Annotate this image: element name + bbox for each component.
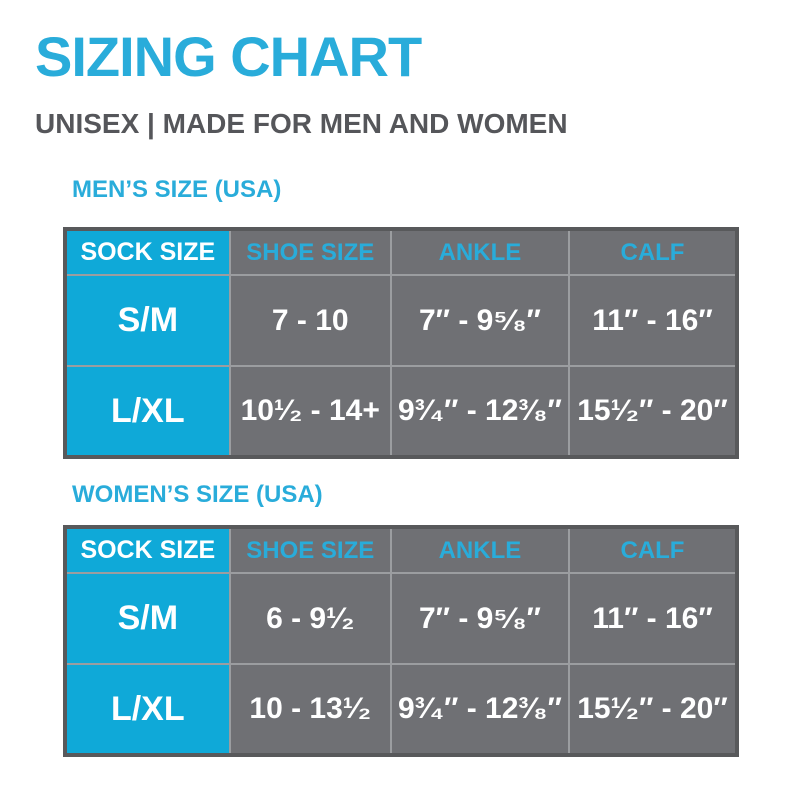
shoe-size-cell: 10¹⁄₂ - 14+ — [228, 365, 392, 458]
ankle-cell: 9³⁄₄″ - 12³⁄₈″ — [389, 365, 570, 458]
size-row-label: L/XL — [64, 663, 231, 756]
column-header-sock-size: SOCK SIZE — [64, 228, 231, 276]
calf-cell: 15¹⁄₂″ - 20″ — [567, 365, 739, 458]
column-header-calf: CALF — [567, 228, 739, 276]
sizing-table-mens: SOCK SIZE SHOE SIZE ANKLE CALF S/M 7 - 1… — [63, 227, 739, 459]
shoe-size-cell: 6 - 9¹⁄₂ — [228, 572, 392, 665]
page-subtitle: UNISEX | MADE FOR MEN AND WOMEN — [35, 108, 568, 139]
calf-cell: 15¹⁄₂″ - 20″ — [567, 663, 739, 756]
column-header-ankle: ANKLE — [389, 526, 570, 574]
size-row-label: L/XL — [64, 365, 231, 458]
ankle-cell: 9³⁄₄″ - 12³⁄₈″ — [389, 663, 570, 756]
header-row: SOCK SIZE SHOE SIZE ANKLE CALF — [64, 228, 739, 276]
section-title-mens: MEN’S SIZE (USA) — [72, 176, 282, 203]
size-row-sm: S/M 6 - 9¹⁄₂ 7″ - 9⁵⁄₈″ 11″ - 16″ — [64, 572, 739, 665]
size-row-lxl: L/XL 10¹⁄₂ - 14+ 9³⁄₄″ - 12³⁄₈″ 15¹⁄₂″ -… — [64, 365, 739, 458]
shoe-size-cell: 7 - 10 — [228, 274, 392, 367]
column-header-ankle: ANKLE — [389, 228, 570, 276]
page-title: SIZING CHART — [35, 25, 422, 88]
ankle-cell: 7″ - 9⁵⁄₈″ — [389, 274, 570, 367]
calf-cell: 11″ - 16″ — [567, 274, 739, 367]
column-header-sock-size: SOCK SIZE — [64, 526, 231, 574]
ankle-cell: 7″ - 9⁵⁄₈″ — [389, 572, 570, 665]
header-row: SOCK SIZE SHOE SIZE ANKLE CALF — [64, 526, 739, 574]
size-row-label: S/M — [64, 274, 231, 367]
column-header-shoe-size: SHOE SIZE — [228, 228, 392, 276]
size-row-lxl: L/XL 10 - 13¹⁄₂ 9³⁄₄″ - 12³⁄₈″ 15¹⁄₂″ - … — [64, 663, 739, 756]
size-row-label: S/M — [64, 572, 231, 665]
sizing-table-womens: SOCK SIZE SHOE SIZE ANKLE CALF S/M 6 - 9… — [63, 525, 739, 757]
column-header-calf: CALF — [567, 526, 739, 574]
shoe-size-cell: 10 - 13¹⁄₂ — [228, 663, 392, 756]
section-title-womens: WOMEN’S SIZE (USA) — [72, 481, 323, 508]
size-row-sm: S/M 7 - 10 7″ - 9⁵⁄₈″ 11″ - 16″ — [64, 274, 739, 367]
calf-cell: 11″ - 16″ — [567, 572, 739, 665]
column-header-shoe-size: SHOE SIZE — [228, 526, 392, 574]
